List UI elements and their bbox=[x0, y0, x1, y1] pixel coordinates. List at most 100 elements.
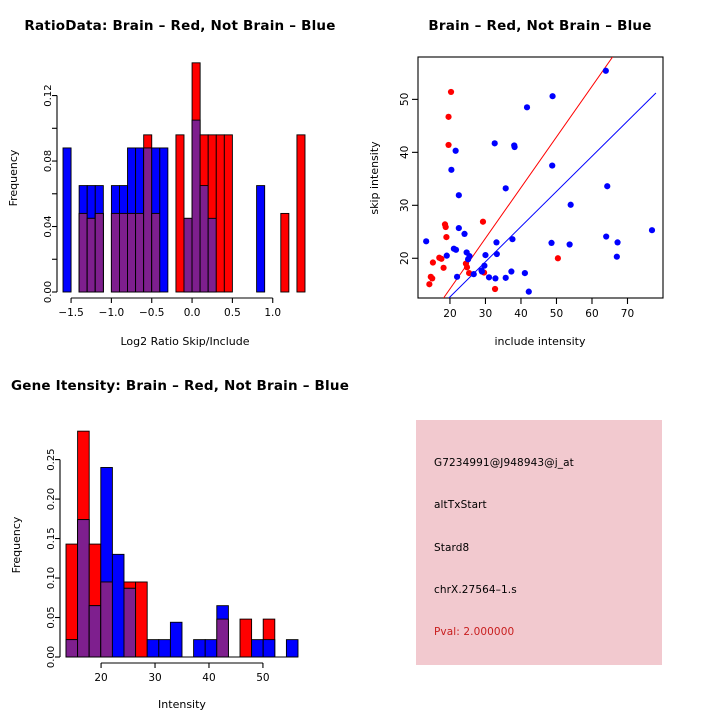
fit-line bbox=[448, 92, 657, 298]
scatter-point bbox=[455, 224, 462, 232]
scatter-point bbox=[493, 250, 500, 258]
histogram-bar-overlap bbox=[100, 581, 113, 658]
probe-id-text: G7234991@J948943@j_at bbox=[434, 457, 574, 469]
histogram-bar-overlap bbox=[65, 639, 79, 658]
scatter-point bbox=[423, 238, 430, 245]
scatter-point bbox=[479, 218, 487, 225]
histogram-bar bbox=[239, 618, 253, 658]
y-axis-tick-label: 50 bbox=[399, 93, 411, 106]
x-axis-tick-label: 50 bbox=[550, 308, 563, 320]
scatter-point bbox=[491, 140, 498, 147]
histogram-bar bbox=[62, 147, 72, 293]
gene-histogram-title: Gene Itensity: Brain – Red, Not Brain – … bbox=[10, 378, 350, 394]
x-axis-label: Intensity bbox=[158, 698, 206, 711]
plot-box bbox=[417, 56, 664, 299]
y-axis-tick-label: 0.00 bbox=[46, 646, 57, 668]
histogram-bar-overlap bbox=[127, 212, 137, 293]
histogram-bar bbox=[146, 639, 160, 658]
scatter-point bbox=[455, 192, 462, 199]
y-axis-label: Frequency bbox=[10, 516, 23, 573]
y-axis-tick-label: 0.15 bbox=[46, 527, 57, 549]
scatter-point bbox=[453, 273, 461, 280]
scatter-point bbox=[603, 233, 610, 240]
x-axis-tick-label: 40 bbox=[202, 672, 215, 684]
histogram-bar bbox=[111, 553, 125, 658]
scatter-point bbox=[648, 227, 656, 234]
histogram-bar bbox=[193, 639, 206, 658]
histogram-bar-overlap bbox=[86, 217, 96, 293]
ratio-histogram-title: RatioData: Brain – Red, Not Brain – Blue bbox=[24, 18, 336, 34]
scatter-point bbox=[502, 274, 509, 281]
x-axis-tick-label: 60 bbox=[585, 308, 598, 320]
x-axis-tick-label: 20 bbox=[443, 308, 456, 320]
y-axis-tick-label: 30 bbox=[399, 199, 411, 212]
scatter-point bbox=[492, 275, 499, 282]
histogram-bar bbox=[256, 185, 266, 293]
y-axis-tick-label: 0.12 bbox=[43, 84, 54, 106]
histogram-bar-overlap bbox=[191, 119, 201, 293]
scatter-point bbox=[445, 113, 452, 120]
scatter-point bbox=[554, 255, 561, 262]
histogram-bar bbox=[280, 212, 290, 293]
y-axis-label: skip intensity bbox=[368, 141, 381, 215]
scatter-point bbox=[452, 147, 459, 154]
scatter-point bbox=[443, 252, 450, 259]
scatter-point bbox=[548, 239, 555, 247]
x-axis-tick-label: 0.0 bbox=[184, 307, 201, 319]
scatter-point bbox=[445, 141, 452, 149]
histogram-bar bbox=[175, 134, 185, 293]
y-axis-tick-label: 40 bbox=[399, 146, 411, 159]
x-axis-tick-label: −0.5 bbox=[139, 307, 165, 319]
x-axis-tick-label: 0.5 bbox=[224, 307, 241, 319]
scatter-point bbox=[440, 264, 447, 271]
scatter-point bbox=[463, 264, 471, 271]
histogram-bar-overlap bbox=[94, 212, 104, 293]
histogram-bar-overlap bbox=[183, 217, 193, 293]
scatter-point bbox=[509, 236, 516, 243]
histogram-bar bbox=[223, 134, 233, 293]
gene-info-box: G7234991@J948943@j_at altTxStart Stard8 … bbox=[416, 420, 662, 665]
scatter-point bbox=[493, 239, 500, 246]
histogram-bar bbox=[158, 639, 171, 658]
histogram-bar-overlap bbox=[199, 185, 209, 293]
histogram-bar-overlap bbox=[207, 217, 217, 293]
scatter-point bbox=[602, 67, 609, 74]
x-axis-label: include intensity bbox=[494, 335, 586, 348]
scatter-point bbox=[523, 104, 531, 111]
histogram-bar-overlap bbox=[77, 519, 90, 658]
svg-ratio-content: 0.00 0.04 0.08 0.12 −1.5 −1.0 −0.5 0.0 0.5 1.0 Log… bbox=[7, 62, 306, 348]
scatter-point bbox=[549, 162, 556, 169]
scatter-point bbox=[478, 268, 486, 275]
ratio-histogram-plot: 0.00 0.04 0.08 0.12 −1.5 −1.0 −0.5 0.0 0.5 1.0 Log… bbox=[7, 62, 306, 348]
y-axis-tick-label: 0.04 bbox=[43, 215, 54, 237]
scatter-point bbox=[448, 166, 455, 173]
y-axis-tick-label: 0.20 bbox=[46, 488, 57, 510]
scatter-point bbox=[461, 230, 468, 238]
x-axis-tick-label: 40 bbox=[514, 308, 527, 320]
x-axis-tick-label: 50 bbox=[256, 672, 269, 684]
y-axis-tick-label: 0.05 bbox=[46, 606, 57, 628]
y-axis-tick-label: 20 bbox=[399, 252, 411, 265]
scatter-point bbox=[442, 223, 449, 231]
scatter-point bbox=[566, 241, 573, 248]
gene-hist-content: 0.00 0.05 0.10 0.15 0.20 0.25 20 30 40 50 Intensit… bbox=[10, 430, 299, 711]
scatter-point bbox=[613, 253, 620, 260]
gene-symbol-text: Stard8 bbox=[434, 542, 470, 554]
y-axis-tick-label: 0.08 bbox=[43, 150, 54, 172]
scatter-point bbox=[525, 288, 532, 295]
histogram-bar bbox=[285, 639, 299, 658]
event-type-text: altTxStart bbox=[434, 499, 487, 511]
histogram-bar-overlap bbox=[110, 212, 120, 293]
scatter-point bbox=[491, 285, 499, 293]
histogram-bar-overlap bbox=[216, 618, 229, 658]
panel-ratio-histogram: RatioData: Brain – Red, Not Brain – Blue… bbox=[0, 0, 360, 360]
histogram-bar bbox=[215, 134, 225, 293]
scatter-point bbox=[511, 143, 518, 151]
scatter-point bbox=[485, 274, 493, 281]
y-axis-tick-label: 0.00 bbox=[43, 281, 54, 303]
histogram-bar-overlap bbox=[88, 605, 102, 658]
x-axis-label: Log2 Ratio Skip/Include bbox=[120, 335, 249, 348]
x-axis-tick-label: 1.0 bbox=[264, 307, 281, 319]
scatter-point bbox=[502, 185, 509, 192]
panel-gene-intensity-histogram: Gene Itensity: Brain – Red, Not Brain – … bbox=[0, 360, 360, 720]
